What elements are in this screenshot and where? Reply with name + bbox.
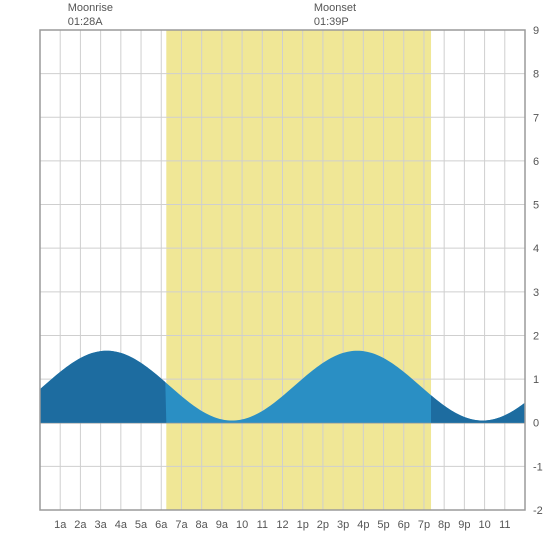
x-tick-label: 5p [377, 519, 389, 531]
moonrise-time: 01:28A [68, 16, 113, 30]
x-tick-label: 7p [418, 519, 430, 531]
y-axis-ticks: -2 -1 0 1 2 3 4 5 6 7 8 9 [533, 25, 543, 517]
moonset-annotation: Moonset 01:39P [314, 2, 356, 30]
x-tick-label: 8p [438, 519, 450, 531]
y-tick-label: 1 [533, 374, 539, 386]
x-tick-label: 12 [276, 519, 288, 531]
y-tick-label: 5 [533, 200, 539, 212]
y-tick-label: 3 [533, 287, 539, 299]
moonrise-annotation: Moonrise 01:28A [68, 2, 113, 30]
x-tick-label: 10 [236, 519, 248, 531]
y-tick-label: 8 [533, 69, 539, 81]
x-tick-label: 9a [216, 519, 229, 531]
y-tick-label: 6 [533, 156, 539, 168]
x-tick-label: 2p [317, 519, 329, 531]
y-tick-label: 7 [533, 112, 539, 124]
x-tick-label: 4a [115, 519, 128, 531]
chart-svg: 1a2a3a4a5a6a7a8a9a1011121p2p3p4p5p6p7p8p… [0, 0, 550, 550]
moonrise-label: Moonrise [68, 2, 113, 16]
x-tick-label: 8a [196, 519, 209, 531]
x-tick-label: 4p [357, 519, 369, 531]
x-tick-label: 1a [54, 519, 67, 531]
y-tick-label: -1 [533, 461, 543, 473]
tide-area-night-segment [431, 395, 525, 422]
x-tick-label: 2a [74, 519, 87, 531]
moonset-time: 01:39P [314, 16, 356, 30]
x-tick-label: 5a [135, 519, 148, 531]
y-tick-label: 2 [533, 330, 539, 342]
x-tick-label: 9p [458, 519, 470, 531]
y-tick-label: 0 [533, 418, 539, 430]
y-tick-label: 9 [533, 25, 539, 37]
tide-area-night-segment [40, 351, 166, 423]
y-tick-label: -2 [533, 505, 543, 517]
x-tick-label: 1p [297, 519, 309, 531]
x-axis-ticks: 1a 2a 3a 4a 5a 6a 7a 8a 9a 10 11 12 1p 2p 3p 4p 5p 6p 7p 8p… [54, 519, 510, 531]
vertical-gridlines [40, 30, 525, 510]
x-tick-label: 6a [155, 519, 168, 531]
x-tick-label: 6p [398, 519, 410, 531]
tide-chart: { "chart": { "type": "area", "width_px":… [0, 0, 550, 550]
x-tick-label: 3p [337, 519, 349, 531]
x-tick-label: 3a [95, 519, 108, 531]
x-tick-label: 10 [478, 519, 490, 531]
y-tick-label: 4 [533, 243, 539, 255]
x-tick-label: 11 [499, 519, 510, 531]
x-tick-label: 11 [257, 519, 268, 531]
daylight-band [166, 30, 431, 510]
moonset-label: Moonset [314, 2, 356, 16]
x-tick-label: 7a [175, 519, 188, 531]
